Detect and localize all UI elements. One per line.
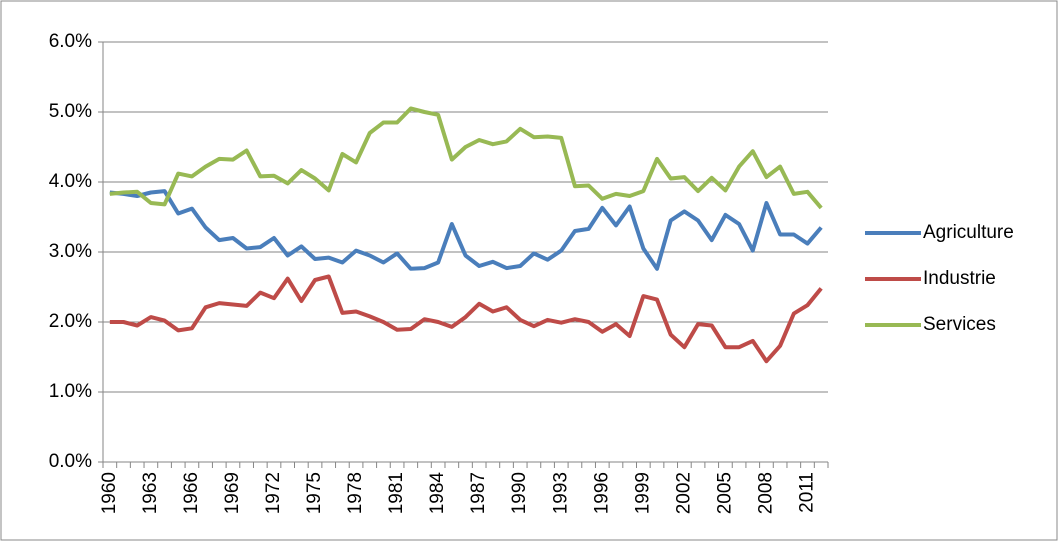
x-tick-label: 1999 (632, 472, 653, 514)
series-line (109, 189, 823, 271)
x-tick-label: 2011 (796, 472, 817, 513)
y-tick-label: 6.0% (49, 31, 92, 52)
y-tick-label: 5.0% (49, 101, 92, 122)
series-line (109, 274, 823, 364)
y-tick-label: 1.0% (49, 381, 92, 402)
x-tick-label: 1975 (304, 472, 325, 514)
x-tick-label: 1966 (181, 472, 202, 514)
legend-label: Industrie (923, 268, 996, 289)
x-tick-label: 1972 (263, 472, 284, 514)
series-line (109, 106, 823, 210)
x-tick-label: 1981 (386, 472, 407, 514)
x-tick-label: 1984 (427, 472, 448, 515)
x-tick-label: 1978 (345, 472, 366, 514)
x-tick-label: 1963 (140, 472, 161, 514)
x-tick-label: 1996 (591, 472, 612, 514)
x-tick-label: 2002 (673, 472, 694, 514)
x-tick-label: 1993 (550, 472, 571, 514)
y-tick-label: 2.0% (49, 311, 92, 332)
x-tick-label: 1987 (468, 472, 489, 514)
legend-label: Services (923, 314, 996, 335)
x-tick-label: 2008 (755, 472, 776, 514)
legend-label: Agriculture (923, 222, 1014, 243)
x-tick-label: 1990 (509, 472, 530, 514)
y-tick-label: 0.0% (49, 451, 92, 472)
x-tick-label: 2005 (714, 472, 735, 514)
x-tick-label: 1960 (99, 472, 120, 514)
y-tick-label: 4.0% (49, 171, 92, 192)
x-tick-label: 1969 (222, 472, 243, 514)
y-tick-label: 3.0% (49, 241, 92, 262)
